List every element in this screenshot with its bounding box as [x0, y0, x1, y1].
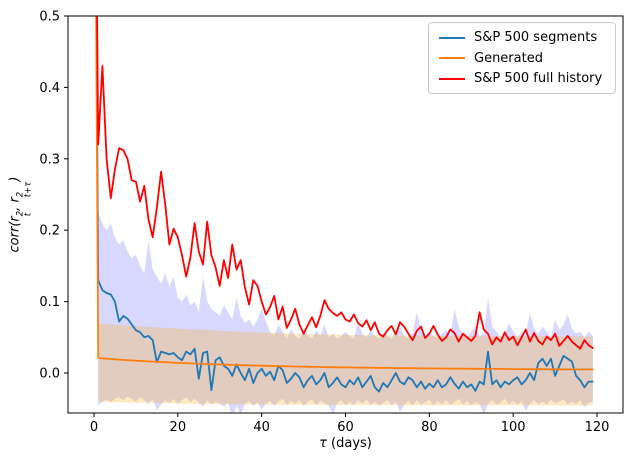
legend-item-full-history: S&P 500 full history	[439, 71, 605, 86]
legend-item-segments: S&P 500 segments	[439, 30, 605, 45]
legend: S&P 500 segments Generated S&P 500 full …	[428, 22, 616, 94]
legend-line-sample-full-history	[439, 77, 465, 80]
x-axis-label: τ (days)	[68, 436, 623, 451]
legend-label-full-history: S&P 500 full history	[474, 71, 603, 86]
x-tick-label: 40	[253, 420, 270, 435]
y-tick-label: 0.4	[39, 81, 60, 96]
legend-line-sample-segments	[439, 36, 465, 39]
legend-label-generated: Generated	[474, 50, 543, 66]
x-tick-label: 80	[421, 420, 438, 435]
legend-label-segments: S&P 500 segments	[474, 30, 598, 45]
y-tick-label: 0.1	[39, 295, 60, 310]
y-tick-label: 0.3	[39, 152, 60, 167]
xlabel-units: (days)	[326, 436, 372, 451]
xlabel-tau-symbol: τ	[319, 436, 327, 451]
series-line-s-p-500-full-history	[96, 16, 594, 350]
y-tick-label: 0.5	[39, 10, 60, 25]
x-tick-label: 100	[501, 420, 526, 435]
x-tick-label: 60	[337, 420, 354, 435]
y-tick-label: 0.0	[39, 367, 60, 382]
series-line-s-p-500-segments	[95, 16, 594, 393]
x-tick-label: 120	[585, 420, 610, 435]
legend-item-generated: Generated	[439, 51, 605, 66]
series-line-generated	[95, 16, 594, 371]
legend-line-sample-generated	[439, 57, 465, 59]
x-tick-label: 20	[170, 420, 187, 435]
y-tick-label: 0.2	[39, 224, 60, 239]
x-tick-label: 0	[90, 420, 98, 435]
